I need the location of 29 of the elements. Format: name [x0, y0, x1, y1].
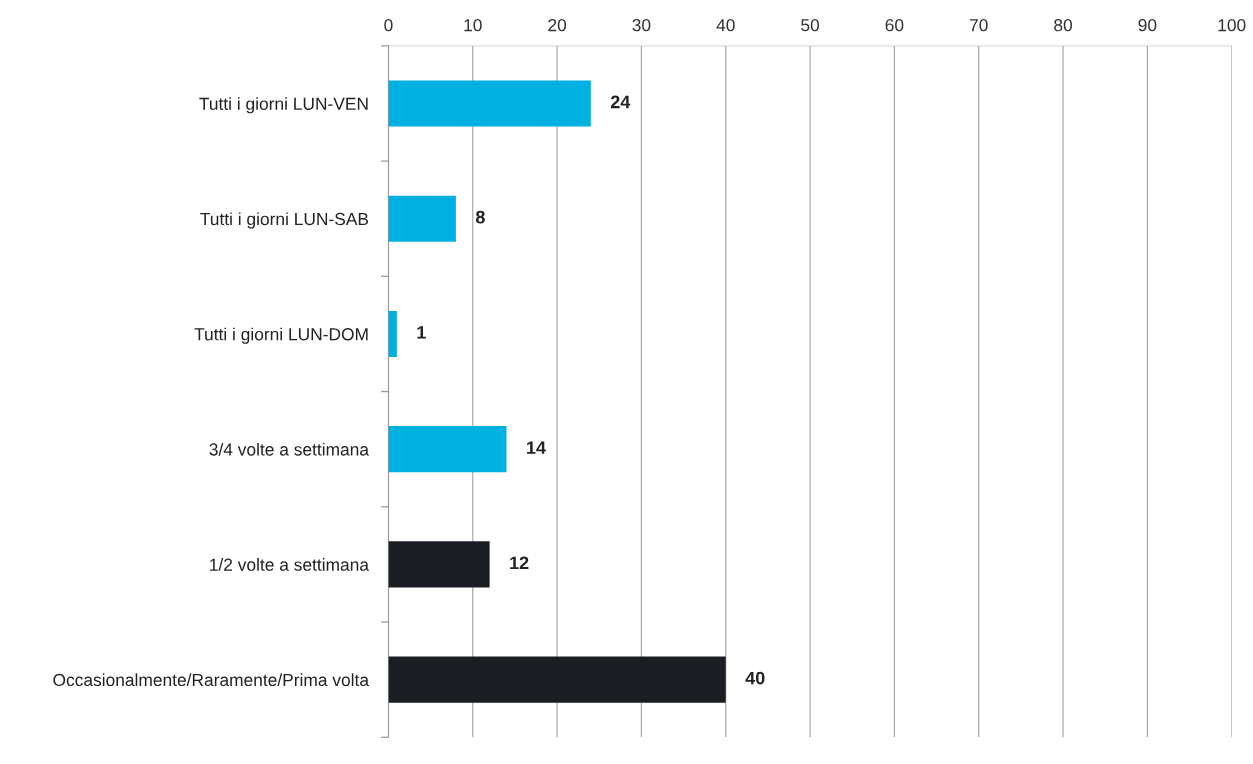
x-tick-label: 70	[969, 19, 988, 32]
y-tick-label: Tutti i giorni LUN-SAB	[200, 212, 369, 229]
x-tick-label: 0	[384, 19, 393, 32]
data-label: 1	[417, 326, 426, 339]
x-tick-label: 30	[632, 19, 651, 32]
bar	[388, 310, 397, 357]
bar	[388, 426, 507, 473]
x-tick-label: 20	[548, 19, 567, 32]
x-tick-label: 80	[1054, 19, 1073, 32]
y-tick-label: 3/4 volte a settimana	[209, 442, 369, 456]
x-tick-label: 100	[1218, 19, 1246, 32]
x-tick-label: 50	[801, 19, 820, 32]
bar	[388, 656, 726, 703]
bar	[388, 195, 456, 242]
data-label: 14	[527, 441, 546, 454]
x-tick-label: 60	[885, 19, 904, 32]
y-tick-label: Tutti i giorni LUN-VEN	[199, 97, 368, 114]
y-tick-label: Tutti i giorni LUN-DOM	[194, 327, 368, 344]
data-label: 12	[510, 556, 529, 570]
data-label: 24	[610, 95, 631, 109]
y-tick-label: 1/2 volte a settimana	[210, 558, 369, 571]
data-label: 8	[475, 210, 485, 224]
data-label: 40	[745, 671, 765, 685]
y-tick-label: Occasionalmente/Raramente/Prima volta	[53, 673, 369, 687]
x-tick-label: 40	[716, 19, 735, 32]
bar	[388, 80, 591, 127]
bar	[388, 541, 490, 588]
x-tick-label: 10	[464, 19, 482, 32]
x-tick-label: 90	[1138, 19, 1157, 32]
